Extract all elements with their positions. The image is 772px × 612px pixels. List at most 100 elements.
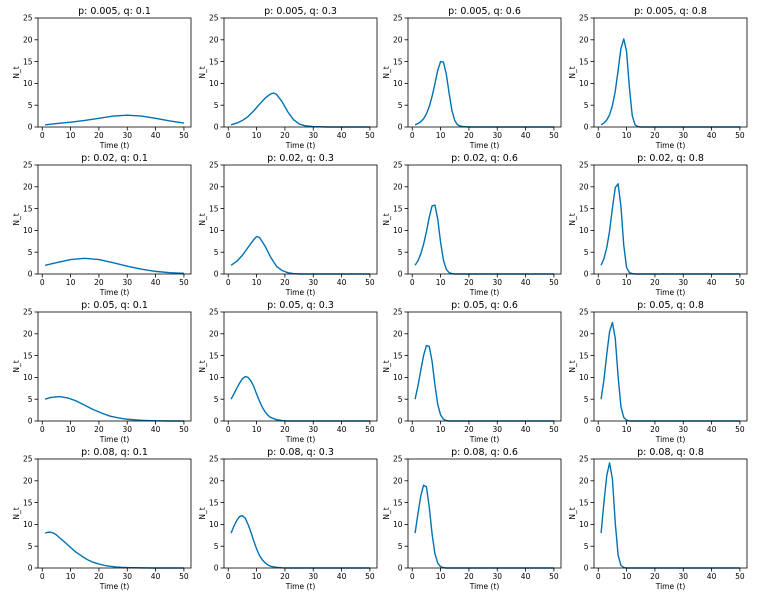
y-tick-label: 10 xyxy=(209,373,219,382)
x-tick-label: 0 xyxy=(410,131,415,140)
axes-frame xyxy=(37,164,192,275)
y-tick-label: 5 xyxy=(584,395,589,404)
subplot-title: p: 0.02, q: 0.8 xyxy=(637,153,704,164)
x-tick-label: 50 xyxy=(179,425,189,434)
y-tick-label: 0 xyxy=(398,564,403,573)
axes-frame xyxy=(223,458,378,569)
y-tick-label: 10 xyxy=(393,520,403,529)
subplot-title: p: 0.05, q: 0.1 xyxy=(81,300,148,311)
y-axis-label: N_t xyxy=(382,507,391,519)
x-axis-label: Time (t) xyxy=(99,288,130,297)
y-axis-label: N_t xyxy=(382,360,391,372)
y-tick-label: 10 xyxy=(579,226,589,235)
x-tick-label: 20 xyxy=(464,131,474,140)
subplot-10: p: 0.05, q: 0.3 0 10 20 30 40 50 0 5 10 15 20 25 Time… xyxy=(198,300,378,444)
x-tick-label: 30 xyxy=(678,278,688,287)
x-tick-label: 20 xyxy=(650,572,660,581)
x-tick-label: 0 xyxy=(226,131,231,140)
y-tick-label: 20 xyxy=(393,36,403,45)
y-tick-label: 5 xyxy=(398,395,403,404)
x-axis-label: Time (t) xyxy=(285,435,316,444)
y-axis-label: N_t xyxy=(382,66,391,78)
x-tick-label: 30 xyxy=(308,278,318,287)
x-tick-label: 10 xyxy=(436,572,446,581)
x-tick-label: 30 xyxy=(678,572,688,581)
x-axis-label: Time (t) xyxy=(285,582,316,591)
x-tick-label: 0 xyxy=(40,572,45,581)
y-axis-label: N_t xyxy=(198,66,207,78)
y-tick-label: 20 xyxy=(579,183,589,192)
x-tick-label: 0 xyxy=(410,278,415,287)
y-tick-label: 15 xyxy=(209,498,219,507)
y-tick-label: 25 xyxy=(209,308,219,317)
y-axis-label: N_t xyxy=(198,213,207,225)
x-axis-label: Time (t) xyxy=(469,435,500,444)
y-tick-label: 15 xyxy=(579,204,589,213)
subplot-1: p: 0.005, q: 0.1 0 10 20 30 40 50 0 5 10 15 20 25 Tim… xyxy=(12,6,192,150)
x-tick-label: 0 xyxy=(410,425,415,434)
axes-frame xyxy=(223,311,378,422)
y-tick-label: 10 xyxy=(209,79,219,88)
x-axis-label: Time (t) xyxy=(99,141,130,150)
x-tick-label: 30 xyxy=(492,278,502,287)
subplot-title: p: 0.02, q: 0.6 xyxy=(451,153,518,164)
x-tick-label: 0 xyxy=(596,572,601,581)
axes-frame xyxy=(37,17,192,128)
x-tick-label: 40 xyxy=(337,131,347,140)
y-axis-label: N_t xyxy=(12,360,21,372)
y-tick-label: 20 xyxy=(579,36,589,45)
x-tick-label: 50 xyxy=(735,425,745,434)
x-axis-label: Time (t) xyxy=(469,141,500,150)
x-tick-label: 10 xyxy=(66,572,76,581)
x-tick-label: 20 xyxy=(464,572,474,581)
x-tick-label: 0 xyxy=(40,131,45,140)
subplot-14: p: 0.08, q: 0.3 0 10 20 30 40 50 0 5 10 15 20 25 Time… xyxy=(198,447,378,591)
x-tick-label: 30 xyxy=(492,572,502,581)
x-tick-label: 40 xyxy=(151,425,161,434)
y-tick-label: 15 xyxy=(393,351,403,360)
y-axis-label: N_t xyxy=(12,66,21,78)
x-tick-label: 40 xyxy=(337,572,347,581)
y-tick-label: 10 xyxy=(393,373,403,382)
x-tick-label: 0 xyxy=(40,425,45,434)
y-axis-label: N_t xyxy=(568,66,577,78)
subplot-title: p: 0.005, q: 0.6 xyxy=(448,6,521,17)
y-tick-label: 25 xyxy=(579,161,589,170)
x-tick-label: 30 xyxy=(122,572,132,581)
y-tick-label: 25 xyxy=(23,14,33,23)
subplot-13: p: 0.08, q: 0.1 0 10 20 30 40 50 0 5 10 15 20 25 Time… xyxy=(12,447,192,591)
subplot-7: p: 0.02, q: 0.6 0 10 20 30 40 50 0 5 10 15 20 25 Time… xyxy=(382,153,562,297)
y-tick-label: 10 xyxy=(23,373,33,382)
y-tick-label: 15 xyxy=(579,351,589,360)
x-tick-label: 50 xyxy=(179,278,189,287)
y-tick-label: 15 xyxy=(23,57,33,66)
y-tick-label: 0 xyxy=(398,417,403,426)
axes-frame xyxy=(593,17,748,128)
y-tick-label: 5 xyxy=(28,248,33,257)
subplot-5: p: 0.02, q: 0.1 0 10 20 30 40 50 0 5 10 15 20 25 Time… xyxy=(12,153,192,297)
subplot-15: p: 0.08, q: 0.6 0 10 20 30 40 50 0 5 10 15 20 25 Time… xyxy=(382,447,562,591)
x-tick-label: 40 xyxy=(521,278,531,287)
y-tick-label: 15 xyxy=(579,57,589,66)
series-line xyxy=(44,114,185,126)
x-tick-label: 20 xyxy=(280,131,290,140)
x-tick-label: 40 xyxy=(337,278,347,287)
x-tick-label: 10 xyxy=(66,278,76,287)
y-tick-label: 20 xyxy=(23,330,33,339)
series-line xyxy=(44,257,184,275)
y-tick-label: 15 xyxy=(579,498,589,507)
series-line xyxy=(44,395,184,422)
series-line xyxy=(44,531,184,569)
x-tick-label: 40 xyxy=(521,425,531,434)
y-axis-label: N_t xyxy=(568,507,577,519)
x-axis-label: Time (t) xyxy=(285,141,316,150)
x-tick-label: 50 xyxy=(365,131,375,140)
y-tick-label: 25 xyxy=(393,308,403,317)
x-tick-label: 20 xyxy=(650,425,660,434)
y-tick-label: 0 xyxy=(214,564,219,573)
x-tick-label: 40 xyxy=(707,572,717,581)
x-tick-label: 10 xyxy=(622,131,632,140)
subplot-16: p: 0.08, q: 0.8 0 10 20 30 40 50 0 5 10 15 20 25 Time… xyxy=(568,447,748,591)
y-tick-label: 25 xyxy=(23,455,33,464)
x-tick-label: 10 xyxy=(252,278,262,287)
